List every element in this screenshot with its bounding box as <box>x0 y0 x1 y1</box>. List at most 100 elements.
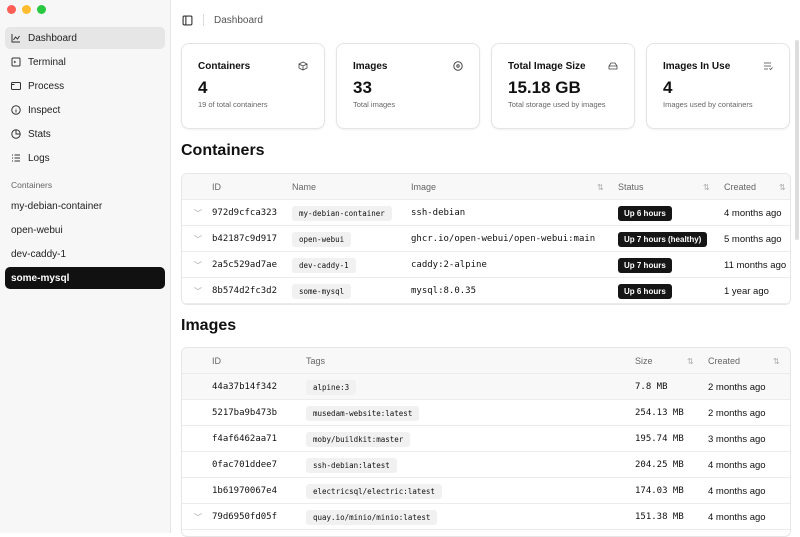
card-subtitle: Images used by containers <box>663 100 753 109</box>
tag-cell: quay.io/minio/minio:latest <box>306 504 438 530</box>
sidebar-item-process[interactable]: Process <box>5 75 165 97</box>
sidebar-container-item[interactable]: dev-caddy-1 <box>11 248 67 260</box>
created: 4 months ago <box>708 459 766 471</box>
tag-cell: musedam-website:latest <box>306 400 420 426</box>
table-header: ID Tags Size ⇅ Created ⇅ <box>182 348 790 374</box>
image-size: 7.8 MB <box>635 382 668 392</box>
column-header-status[interactable]: Status <box>618 182 644 192</box>
table-row[interactable]: ﹀ 8b574d2fc3d2 some-mysql mysql:8.0.35 U… <box>182 278 790 304</box>
stat-card-total-image-size: Total Image Size 15.18 GB Total storage … <box>491 43 635 129</box>
card-value: 4 <box>198 78 208 97</box>
sort-icon[interactable]: ⇅ <box>597 182 604 192</box>
status-badge: Up 7 hours (healthy) <box>618 231 708 247</box>
table-row[interactable]: 44a37b14f342 alpine:3 7.8 MB 2 months ag… <box>182 374 790 400</box>
image-size: 174.03 MB <box>635 486 684 496</box>
sidebar-item-label: Dashboard <box>28 32 77 44</box>
sort-icon[interactable]: ⇅ <box>773 356 780 366</box>
container-id: 972d9cfca323 <box>212 208 278 218</box>
sidebar-item-label: Logs <box>28 152 50 164</box>
sidebar-item-terminal[interactable]: Terminal <box>5 51 165 73</box>
divider <box>203 14 204 26</box>
sidebar-item-logs[interactable]: Logs <box>5 147 165 169</box>
created: 1 year ago <box>724 285 769 297</box>
column-header-image[interactable]: Image <box>411 182 437 192</box>
scrollbar[interactable] <box>795 40 799 240</box>
status-cell: Up 7 hours (healthy) <box>618 226 708 252</box>
chevron-down-icon[interactable]: ﹀ <box>194 286 202 296</box>
image-size: 195.74 MB <box>635 434 684 444</box>
containers-heading: Containers <box>181 142 265 159</box>
image-size: 151.38 MB <box>635 512 684 522</box>
column-header-id: ID <box>212 182 221 192</box>
created: 2 months ago <box>708 407 766 419</box>
sort-icon[interactable]: ⇅ <box>779 182 786 192</box>
zoom-button[interactable] <box>37 5 46 14</box>
sidebar-item-inspect[interactable]: Inspect <box>5 99 165 121</box>
window-icon <box>11 82 21 90</box>
table-row[interactable]: f4af6462aa71 moby/buildkit:master 195.74… <box>182 426 790 452</box>
table-row[interactable]: 0fac701ddee7 ssh-debian:latest 204.25 MB… <box>182 452 790 478</box>
close-button[interactable] <box>7 5 16 14</box>
stat-card-images-in-use: Images In Use 4 Images used by container… <box>646 43 790 129</box>
list-icon <box>12 154 20 162</box>
image-tag-pill: ssh-debian:latest <box>306 457 397 473</box>
created: 4 months ago <box>724 207 782 219</box>
column-header-created[interactable]: Created <box>724 182 757 192</box>
image-tag-pill: moby/buildkit:master <box>306 431 411 447</box>
container-name-pill: dev-caddy-1 <box>292 257 356 273</box>
sidebar-nav: Dashboard Terminal Process Inspect Stats… <box>5 27 165 171</box>
chart-line-icon <box>11 34 20 43</box>
name-cell: my-debian-container <box>292 200 392 226</box>
status-cell: Up 7 hours <box>618 252 672 278</box>
card-subtitle: Total storage used by images <box>508 100 606 109</box>
tag-cell: alpine:3 <box>306 374 357 400</box>
sidebar-container-list: my-debian-container open-webui dev-caddy… <box>5 195 165 291</box>
name-cell: open-webui <box>292 226 352 252</box>
card-value: 4 <box>663 78 673 97</box>
sidebar-item-label: Process <box>28 80 65 92</box>
minimize-button[interactable] <box>22 5 31 14</box>
sidebar-container-item[interactable]: some-mysql <box>5 267 165 289</box>
box-icon <box>298 61 308 71</box>
stat-card-images: Images 33 Total images <box>336 43 480 129</box>
sidebar-item-stats[interactable]: Stats <box>5 123 165 145</box>
container-image: ghcr.io/open-webui/open-webui:main <box>411 234 596 244</box>
image-id: f4af6462aa71 <box>212 434 278 444</box>
info-icon <box>11 105 21 115</box>
status-badge: Up 6 hours <box>618 205 672 221</box>
containers-table: ID Name Image ⇅ Status ⇅ Created ⇅ ﹀ 972… <box>181 173 791 305</box>
card-title: Images In Use <box>663 61 731 72</box>
table-row[interactable]: ﹀ 972d9cfca323 my-debian-container ssh-d… <box>182 200 790 226</box>
sidebar-item-dashboard[interactable]: Dashboard <box>5 27 165 49</box>
status-badge: Up 7 hours <box>618 257 672 273</box>
column-header-created[interactable]: Created <box>708 356 741 366</box>
chevron-down-icon[interactable]: ﹀ <box>194 260 202 270</box>
table-row[interactable]: ﹀ b42187c9d917 open-webui ghcr.io/open-w… <box>182 226 790 252</box>
sort-icon[interactable]: ⇅ <box>687 356 694 366</box>
table-row[interactable]: 1b61970067e4 electricsql/electric:latest… <box>182 478 790 504</box>
column-header-size[interactable]: Size <box>635 356 653 366</box>
table-row[interactable]: ﹀ 2a5c529ad7ae dev-caddy-1 caddy:2-alpin… <box>182 252 790 278</box>
terminal-icon <box>11 57 21 67</box>
chevron-down-icon[interactable]: ﹀ <box>194 234 202 244</box>
sidebar-container-item[interactable]: open-webui <box>11 224 63 236</box>
image-size: 204.25 MB <box>635 460 684 470</box>
container-image: caddy:2-alpine <box>411 260 487 270</box>
name-cell: dev-caddy-1 <box>292 252 356 278</box>
image-id: 79d6950fd05f <box>212 512 278 522</box>
sidebar-item-label: Stats <box>28 128 51 140</box>
created: 3 months ago <box>708 433 766 445</box>
table-row[interactable]: 5217ba9b473b musedam-website:latest 254.… <box>182 400 790 426</box>
chevron-down-icon[interactable]: ﹀ <box>194 512 202 522</box>
sidebar-toggle-icon[interactable] <box>182 15 193 26</box>
status-cell: Up 6 hours <box>618 278 672 304</box>
images-heading: Images <box>181 317 237 334</box>
sidebar-container-item[interactable]: my-debian-container <box>11 200 103 212</box>
image-id: 1b61970067e4 <box>212 486 278 496</box>
card-subtitle: 19 of total containers <box>198 100 268 109</box>
created: 4 months ago <box>708 511 766 523</box>
status-cell: Up 6 hours <box>618 200 672 226</box>
table-row[interactable]: ﹀ 79d6950fd05f quay.io/minio/minio:latest… <box>182 504 790 530</box>
sort-icon[interactable]: ⇅ <box>703 182 710 192</box>
chevron-down-icon[interactable]: ﹀ <box>194 208 202 218</box>
